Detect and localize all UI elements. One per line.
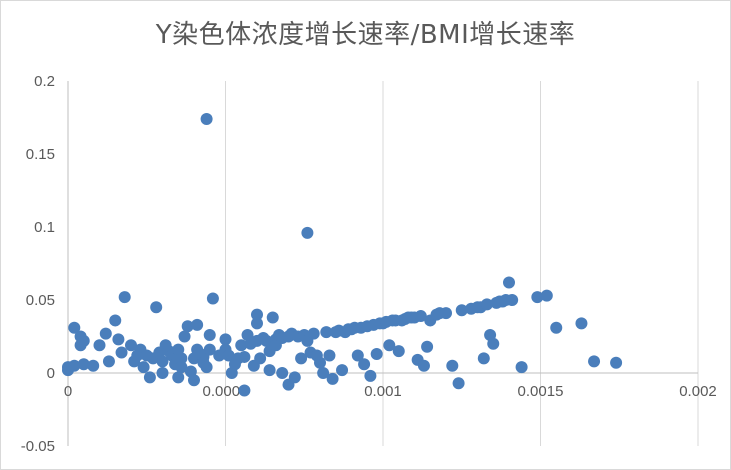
data-point [203,329,216,342]
data-point [238,384,251,397]
data-point [109,314,122,327]
y-tick-label: 0.2 [34,73,55,90]
data-point [358,358,371,371]
data-point [99,327,112,340]
data-point [421,340,434,353]
data-point [87,359,100,372]
data-point [125,339,137,352]
data-point [68,359,81,372]
data-points [62,112,623,397]
data-point [452,377,465,390]
data-point [503,276,515,289]
data-point [383,339,396,352]
data-point [93,339,106,352]
axes [67,81,698,446]
data-point [323,349,336,362]
data-point [77,358,90,371]
data-point [102,355,115,368]
data-point [276,367,289,379]
data-point [336,364,349,377]
data-point [480,298,493,311]
y-tick-label: 0 [47,365,55,382]
y-tick-label: 0.15 [26,146,55,163]
data-point [487,337,500,350]
data-point [175,352,188,365]
y-tick-label: 0.1 [34,219,55,236]
data-point [477,352,490,365]
chart-title: Y染色体浓度增长速率/BMI增长速率 [155,20,576,50]
gridlines [225,81,699,446]
data-point [351,349,364,362]
data-point [288,371,301,384]
x-tick-label: 0.0005 [203,383,249,400]
data-point [326,372,339,385]
y-tick-label: -0.05 [21,438,55,455]
data-point [143,371,156,384]
data-point [178,330,191,343]
data-point [175,361,188,374]
data-point [137,361,150,374]
data-point [200,112,213,125]
data-point [172,371,185,384]
data-point [203,343,216,356]
data-point [455,304,468,317]
y-tick-label: 0.05 [26,292,55,309]
data-point [251,317,263,330]
data-point [68,321,81,334]
data-point [515,361,528,374]
data-point [238,350,251,363]
data-point [181,320,194,333]
data-point [320,326,333,339]
data-point [575,317,588,330]
data-point [156,355,169,368]
data-point [506,294,519,306]
data-point [550,321,563,334]
data-point [200,361,213,374]
data-point [414,310,427,323]
x-tick-label: 0.002 [679,383,717,400]
data-point [263,364,276,377]
data-point [206,292,219,305]
data-point [307,327,320,340]
data-point [222,349,235,362]
data-point [295,352,308,365]
data-point [314,356,326,369]
data-point [254,352,267,365]
data-point [156,367,169,379]
data-point [115,346,128,359]
x-tick-label: 0.0015 [518,383,564,400]
data-point [531,291,544,304]
data-point [440,307,452,320]
data-point [77,334,90,347]
data-point [317,367,330,379]
data-point [191,318,204,331]
data-point [610,356,623,369]
data-point [260,334,273,347]
data-point [235,339,248,352]
data-point [392,345,405,358]
tick-labels: 0 0.0005 0.001 0.0015 0.002 -0.05 0 0.05 0.1 0.15… [21,73,717,455]
data-point [188,374,200,387]
data-point [219,333,232,346]
x-tick-label: 0 [64,383,72,400]
data-point [417,359,430,372]
data-point [370,348,383,361]
data-point [251,308,263,321]
data-point [540,289,553,302]
data-point [118,291,131,304]
x-tick-label: 0.001 [364,383,402,400]
data-point [266,311,279,324]
data-point [364,369,377,382]
data-point [112,333,125,346]
data-point [301,226,314,239]
data-point [446,359,459,372]
data-point [588,355,601,368]
data-point [150,301,163,314]
